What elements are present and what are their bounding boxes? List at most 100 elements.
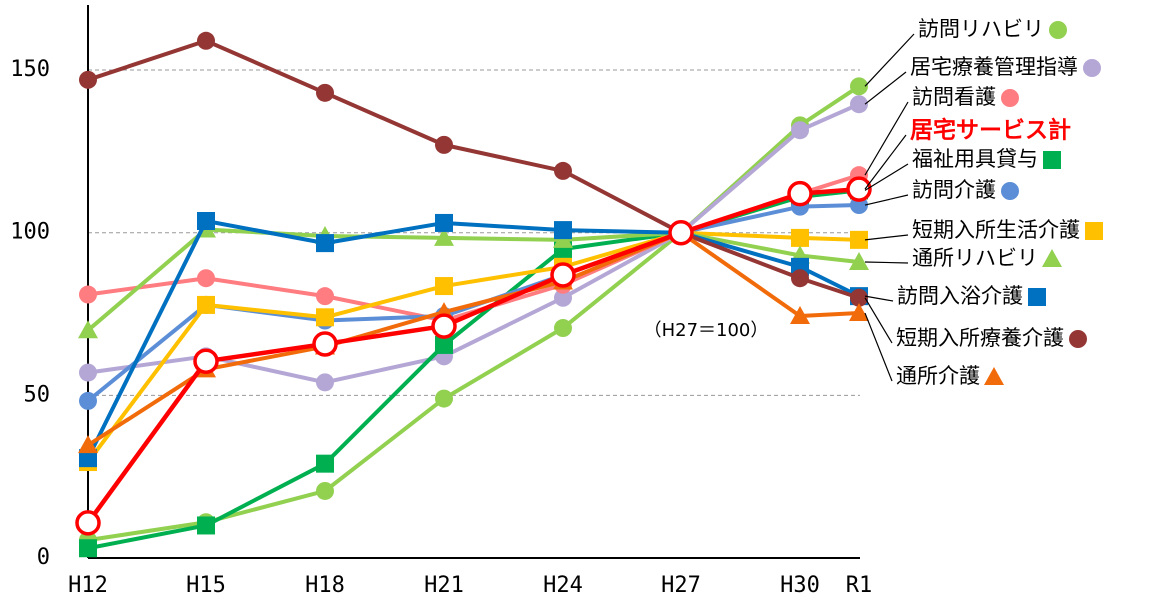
legend-marker [1028,288,1046,306]
data-point [78,435,98,454]
data-point [197,269,215,288]
data-point [850,77,868,96]
legend-label: 短期入所生活介護 [912,218,1080,242]
legend-marker [1069,330,1087,348]
data-point [668,219,694,246]
x-tick-label: H24 [543,573,583,598]
legend-marker [1083,59,1101,77]
leader-line [864,312,893,382]
leader-line [864,163,909,191]
data-point [316,287,334,306]
data-point [846,176,872,202]
data-point [554,288,572,307]
data-point [193,348,219,374]
data-point [554,319,572,338]
legend-label: 居宅療養管理指導 [910,55,1078,79]
series-line [86,186,860,525]
data-point [791,228,809,247]
data-point [79,449,97,468]
data-point [435,213,453,232]
series-line [87,102,860,385]
data-point [316,83,334,102]
x-tick-label: R1 [846,573,873,598]
y-tick-label: 100 [10,220,50,245]
x-tick-label: H12 [68,573,108,598]
data-point [316,373,334,392]
data-point [431,313,457,339]
series-line [86,230,860,464]
legend-label: 居宅サービス計 [910,117,1071,144]
series-line [86,218,860,460]
leader-line [864,71,907,105]
data-point [312,331,338,357]
x-tick-label: H15 [186,573,226,598]
data-point [435,277,453,296]
legend-marker [984,367,1004,385]
x-tick-label: H21 [424,573,464,598]
legend-marker [1043,151,1061,169]
legend-label: 訪問看護 [912,85,996,109]
legend-label: 訪問リハビリ [918,17,1044,41]
y-tick-label: 150 [10,57,50,82]
data-point [554,221,572,240]
x-tick-label: H30 [780,573,820,598]
data-point [787,180,813,207]
legend-label: 訪問介護 [912,178,996,202]
leader-line [864,234,909,241]
data-point [435,389,453,408]
leader-line [864,194,909,206]
legend-label: 短期入所療養介護 [896,326,1064,350]
series-line [87,38,860,300]
series-line [86,230,860,447]
y-tick-label: 50 [24,382,51,407]
legend-marker [1085,222,1103,240]
legend-label: 通所リハビリ [912,246,1038,270]
data-point [435,335,453,354]
data-point [79,391,97,410]
legend-marker [1049,21,1067,39]
data-point [554,161,572,180]
data-point [79,363,97,382]
legend-marker [1042,249,1062,267]
leader-line [864,295,894,302]
data-point [316,481,334,500]
data-point [197,516,215,535]
data-point [790,305,810,324]
legend-label: 通所介護 [896,364,980,388]
data-point [79,539,97,558]
y-tick-label: 0 [37,545,50,570]
data-point [435,135,453,154]
data-point [316,234,334,253]
data-point [75,510,101,536]
data-point [78,320,98,339]
x-tick-label: H27 [661,573,701,598]
data-point [849,303,869,322]
legend-marker [1001,89,1019,107]
data-point [791,121,809,140]
leader-line [864,261,909,264]
legend-marker [1001,182,1019,200]
leader-line [864,33,915,87]
data-point [316,308,334,327]
data-point [316,454,334,473]
leader-line [864,297,893,344]
data-point [197,295,215,314]
data-point [849,251,869,270]
data-point [197,211,215,230]
annotation: （H27＝100） [644,320,769,341]
data-point [850,95,868,114]
leader-line [864,101,909,176]
data-point [434,227,454,246]
data-point [79,285,97,304]
legend-label: 訪問入浴介護 [897,284,1023,308]
x-tick-label: H18 [305,573,345,598]
data-point [850,288,868,307]
legend-label: 福祉用具貸与 [912,147,1038,171]
data-point [850,230,868,249]
series-line [86,227,860,332]
leader-line [864,134,907,190]
data-point [550,262,576,288]
data-point [197,31,215,50]
data-point [791,269,809,288]
